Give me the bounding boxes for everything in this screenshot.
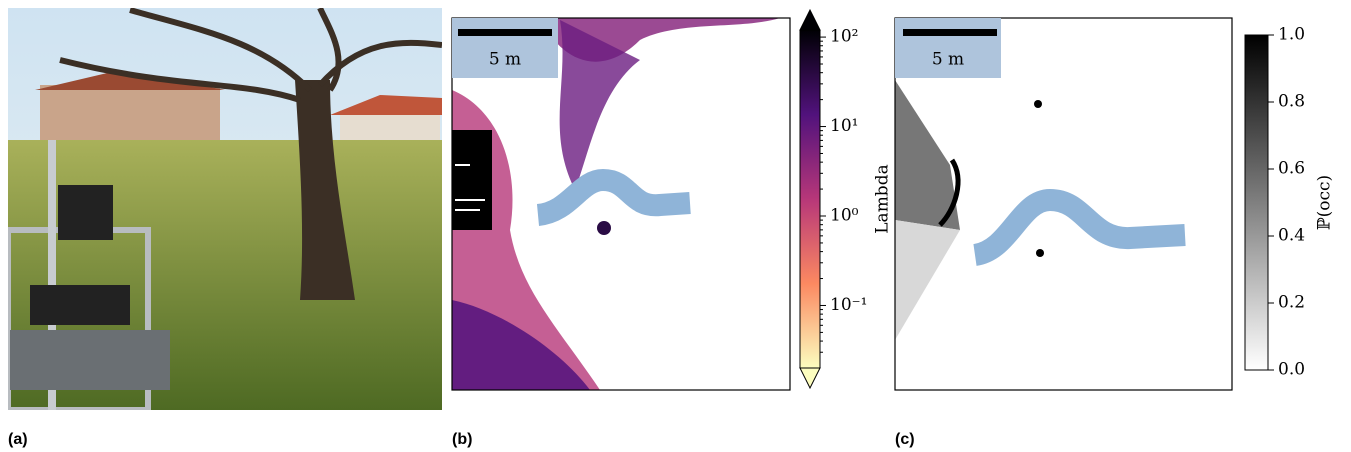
- colorbar: [799, 29, 821, 369]
- colorbar-tick-label: 10⁻¹: [830, 295, 867, 315]
- photo: [8, 8, 442, 410]
- scale-bar-label: 5 m: [932, 50, 964, 70]
- colorbar: [1244, 34, 1269, 371]
- colorbar-tick-label: 0.6: [1278, 159, 1305, 179]
- scale-bar-label: 5 m: [489, 50, 521, 70]
- panel-label: (b): [452, 431, 472, 448]
- lambda-map: [452, 18, 790, 390]
- occupancy-map: [895, 18, 1232, 390]
- colorbar-tick-label: 0.8: [1278, 92, 1305, 112]
- colorbar-tick-label: 0.0: [1278, 360, 1305, 380]
- panel-label: (c): [895, 431, 915, 448]
- colorbar-tick-label: 0.2: [1278, 293, 1305, 313]
- colorbar-extend-bottom: [799, 367, 821, 390]
- colorbar-label: Lambda: [873, 164, 893, 233]
- colorbar-label: ℙ(occ): [1315, 175, 1335, 230]
- colorbar-extend-top: [799, 8, 821, 31]
- colorbar-tick-label: 10⁰: [830, 206, 859, 226]
- colorbar-tick-label: 10²: [830, 27, 858, 47]
- colorbar-tick-label: 1.0: [1278, 25, 1305, 45]
- colorbar-tick-label: 0.4: [1278, 226, 1305, 246]
- panel-label: (a): [8, 431, 28, 448]
- colorbar-tick-label: 10¹: [830, 116, 858, 136]
